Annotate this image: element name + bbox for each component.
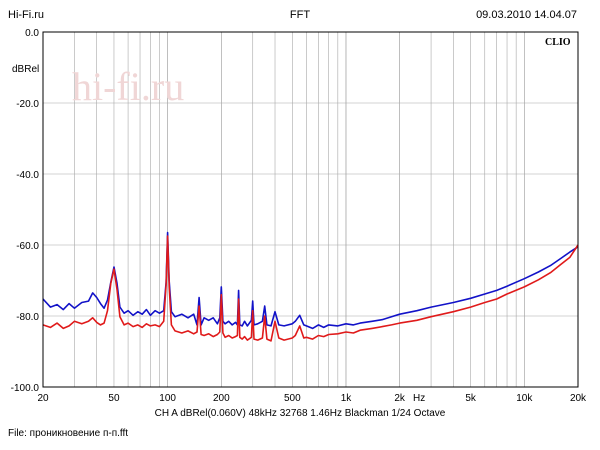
series-line-2 — [42, 235, 579, 342]
y-axis-label: dBRel — [12, 64, 39, 75]
x-tick-label: 1k — [341, 393, 353, 404]
header-timestamp: 09.03.2010 14.04.07 — [476, 9, 577, 21]
y-tick-label: -100.0 — [11, 383, 40, 394]
x-axis-label: Hz — [413, 393, 425, 404]
x-tick-label: 500 — [284, 393, 301, 404]
file-name: File: проникновение п-п.fft — [8, 428, 129, 439]
plot-frame — [42, 31, 579, 388]
series-line-1 — [42, 231, 579, 330]
series-group — [42, 231, 579, 342]
x-tick-label: 200 — [213, 393, 230, 404]
x-tick-label: 20k — [570, 393, 587, 404]
y-tick-label: 0.0 — [25, 28, 39, 39]
grid — [42, 31, 579, 388]
y-tick-label: -20.0 — [16, 99, 39, 110]
y-tick-label: -40.0 — [16, 170, 39, 181]
x-tick-label: 20 — [37, 393, 49, 404]
x-tick-label: 10k — [516, 393, 533, 404]
x-tick-label: 50 — [108, 393, 120, 404]
measurement-params: CH A dBRel(0.060V) 48kHz 32768 1.46Hz Bl… — [154, 408, 446, 419]
clio-brand: CLIO — [545, 37, 571, 48]
y-tick-label: -60.0 — [16, 241, 39, 252]
x-tick-label: 2k — [394, 393, 406, 404]
header-site-name: Hi-Fi.ru — [8, 9, 45, 21]
x-tick-label: 100 — [159, 393, 176, 404]
y-tick-label: -80.0 — [16, 312, 39, 323]
axis-labels: 0.0 -20.0 -40.0 -60.0 -80.0 -100.020 50 100 200 5… — [11, 28, 587, 404]
chart-title: FFT — [289, 9, 311, 21]
watermark: hi-fi.ru — [72, 64, 184, 109]
x-tick-label: 5k — [465, 393, 477, 404]
